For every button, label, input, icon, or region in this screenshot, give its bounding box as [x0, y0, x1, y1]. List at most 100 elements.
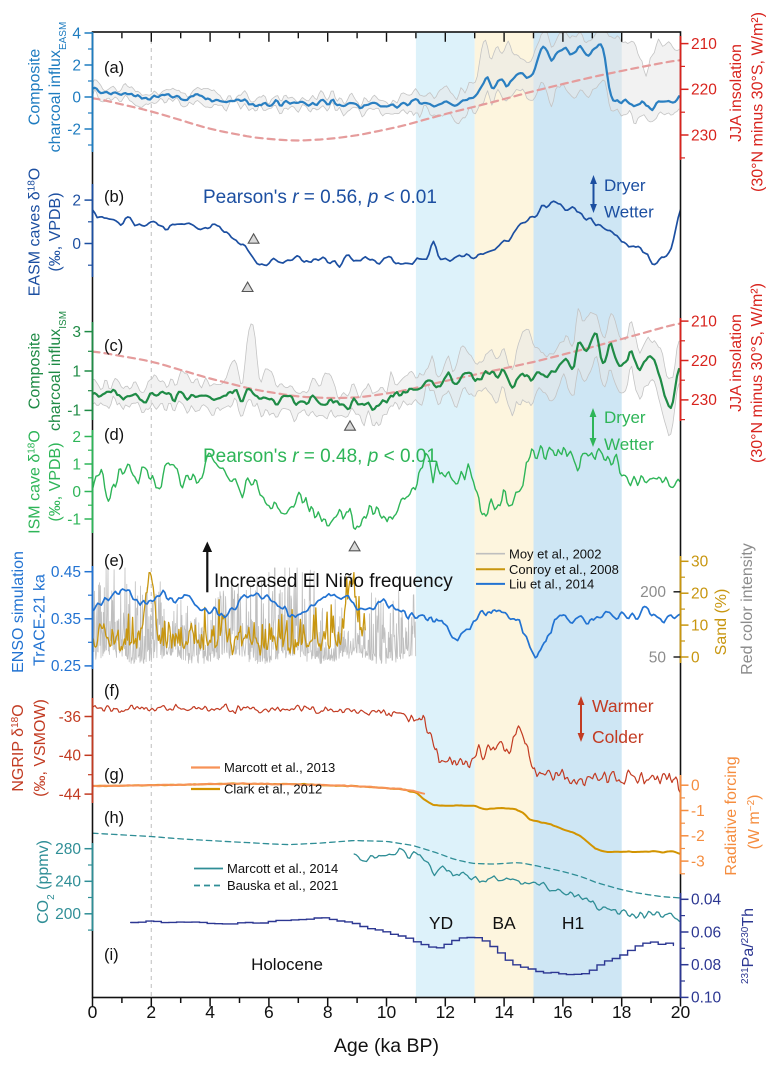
svg-text:Clark et al., 2012: Clark et al., 2012 — [224, 782, 322, 797]
svg-text:ISM cave δ18O: ISM cave δ18O — [26, 430, 44, 534]
svg-text:(‰, VPDB): (‰, VPDB) — [47, 442, 64, 521]
svg-text:-3: -3 — [691, 853, 705, 870]
svg-text:12: 12 — [436, 1002, 455, 1022]
svg-text:(‰, VSMOW): (‰, VSMOW) — [32, 699, 49, 797]
svg-text:210: 210 — [691, 313, 717, 330]
svg-text:0.08: 0.08 — [691, 957, 721, 974]
svg-text:0.04: 0.04 — [691, 892, 722, 909]
svg-text:-2: -2 — [67, 121, 81, 138]
svg-text:(e): (e) — [104, 552, 124, 570]
svg-text:30: 30 — [691, 554, 709, 571]
svg-text:Pearson's r = 0.56, p < 0.01: Pearson's r = 0.56, p < 0.01 — [203, 187, 437, 208]
svg-text:230: 230 — [691, 392, 717, 409]
svg-text:220: 220 — [691, 353, 717, 370]
svg-text:10: 10 — [377, 1002, 397, 1022]
svg-text:0.35: 0.35 — [51, 611, 81, 628]
svg-text:-44: -44 — [59, 786, 82, 803]
svg-text:-1: -1 — [67, 403, 81, 420]
svg-text:1: 1 — [72, 363, 81, 380]
svg-text:2: 2 — [72, 192, 81, 209]
svg-text:1: 1 — [72, 456, 81, 473]
svg-text:16: 16 — [553, 1002, 572, 1022]
svg-text:-36: -36 — [59, 709, 81, 726]
svg-text:Wetter: Wetter — [604, 435, 654, 454]
svg-text:220: 220 — [691, 82, 717, 99]
svg-text:210: 210 — [691, 36, 717, 53]
svg-text:Pearson's r = 0.48, p < 0.01: Pearson's r = 0.48, p < 0.01 — [203, 446, 437, 467]
svg-text:Increased El Niño frequency: Increased El Niño frequency — [214, 571, 453, 592]
svg-text:TrACE-21 ka: TrACE-21 ka — [32, 574, 49, 666]
svg-text:(b): (b) — [104, 188, 124, 206]
svg-text:0: 0 — [72, 236, 81, 253]
svg-text:(i): (i) — [104, 946, 119, 964]
svg-text:Bauska et al., 2021: Bauska et al., 2021 — [227, 878, 338, 893]
svg-text:Composite: Composite — [27, 333, 44, 410]
svg-text:20: 20 — [691, 586, 709, 603]
svg-text:0: 0 — [88, 1002, 98, 1022]
svg-text:-2: -2 — [691, 828, 705, 845]
svg-text:JJA insolation: JJA insolation — [728, 314, 745, 412]
svg-text:Warmer: Warmer — [592, 696, 654, 716]
svg-text:NGRIP δ18O: NGRIP δ18O — [10, 704, 28, 791]
svg-text:Liu et al., 2014: Liu et al., 2014 — [509, 577, 594, 592]
svg-text:charcoal influxISM: charcoal influxISM — [47, 311, 69, 431]
svg-text:14: 14 — [494, 1002, 514, 1022]
svg-text:JJA insolation: JJA insolation — [728, 44, 745, 142]
svg-text:0: 0 — [691, 649, 700, 666]
svg-text:0.25: 0.25 — [51, 658, 81, 675]
svg-text:2: 2 — [72, 429, 81, 446]
svg-text:Radiative forcing: Radiative forcing — [723, 756, 740, 875]
svg-text:0: 0 — [72, 89, 81, 106]
svg-text:Dryer: Dryer — [604, 176, 646, 195]
svg-text:H1: H1 — [562, 913, 584, 933]
svg-text:(d): (d) — [104, 426, 124, 444]
svg-text:Moy et al., 2002: Moy et al., 2002 — [509, 546, 602, 561]
svg-text:3: 3 — [72, 324, 81, 341]
svg-text:EASM caves δ18O: EASM caves δ18O — [26, 168, 44, 297]
svg-text:Dryer: Dryer — [604, 408, 646, 427]
svg-text:2: 2 — [146, 1002, 156, 1022]
svg-text:Marcott et al., 2014: Marcott et al., 2014 — [227, 861, 338, 876]
svg-text:(f): (f) — [104, 682, 120, 700]
svg-text:Marcott et al., 2013: Marcott et al., 2013 — [224, 760, 335, 775]
svg-text:230: 230 — [691, 127, 717, 144]
svg-text:Age (ka BP): Age (ka BP) — [334, 1035, 439, 1057]
svg-text:(30°N minus 30°S, W/m²): (30°N minus 30°S, W/m²) — [749, 283, 766, 463]
svg-text:Composite: Composite — [27, 49, 44, 126]
svg-text:50: 50 — [649, 649, 667, 666]
svg-text:2: 2 — [72, 57, 81, 74]
svg-text:(h): (h) — [104, 809, 124, 827]
svg-text:4: 4 — [205, 1002, 215, 1022]
svg-text:0.45: 0.45 — [51, 564, 81, 581]
svg-text:Wetter: Wetter — [604, 203, 654, 222]
svg-text:Holocene: Holocene — [251, 955, 323, 974]
svg-text:-40: -40 — [59, 748, 82, 765]
svg-text:280: 280 — [55, 841, 81, 858]
svg-text:YD: YD — [429, 913, 453, 933]
svg-text:8: 8 — [323, 1002, 333, 1022]
svg-text:-1: -1 — [691, 803, 705, 820]
svg-text:CO2 (ppmv): CO2 (ppmv) — [35, 840, 57, 924]
svg-text:BA: BA — [492, 913, 516, 933]
svg-text:10: 10 — [691, 617, 709, 634]
svg-text:0: 0 — [72, 484, 81, 501]
svg-text:231Pa/230Th: 231Pa/230Th — [740, 908, 758, 984]
svg-text:(30°N minus 30°S, W/m²): (30°N minus 30°S, W/m²) — [750, 12, 767, 192]
svg-text:200: 200 — [640, 584, 666, 601]
svg-text:(a): (a) — [104, 59, 124, 77]
svg-text:(g): (g) — [104, 766, 124, 784]
svg-text:ENSO simulation: ENSO simulation — [10, 551, 27, 673]
svg-text:Conroy et al., 2008: Conroy et al., 2008 — [509, 562, 619, 577]
svg-text:(‰, VPDB): (‰, VPDB) — [47, 192, 64, 271]
svg-text:0.10: 0.10 — [691, 990, 722, 1007]
svg-text:Sand (%): Sand (%) — [713, 589, 730, 656]
svg-text:(c): (c) — [104, 337, 123, 355]
svg-text:0.06: 0.06 — [691, 924, 721, 941]
svg-text:charcoal influxEASM: charcoal influxEASM — [47, 22, 69, 153]
svg-text:240: 240 — [55, 874, 81, 891]
svg-text:18: 18 — [612, 1002, 631, 1022]
svg-text:4: 4 — [72, 25, 81, 42]
svg-text:200: 200 — [55, 906, 81, 923]
svg-text:0: 0 — [691, 778, 700, 795]
svg-text:20: 20 — [671, 1002, 691, 1022]
